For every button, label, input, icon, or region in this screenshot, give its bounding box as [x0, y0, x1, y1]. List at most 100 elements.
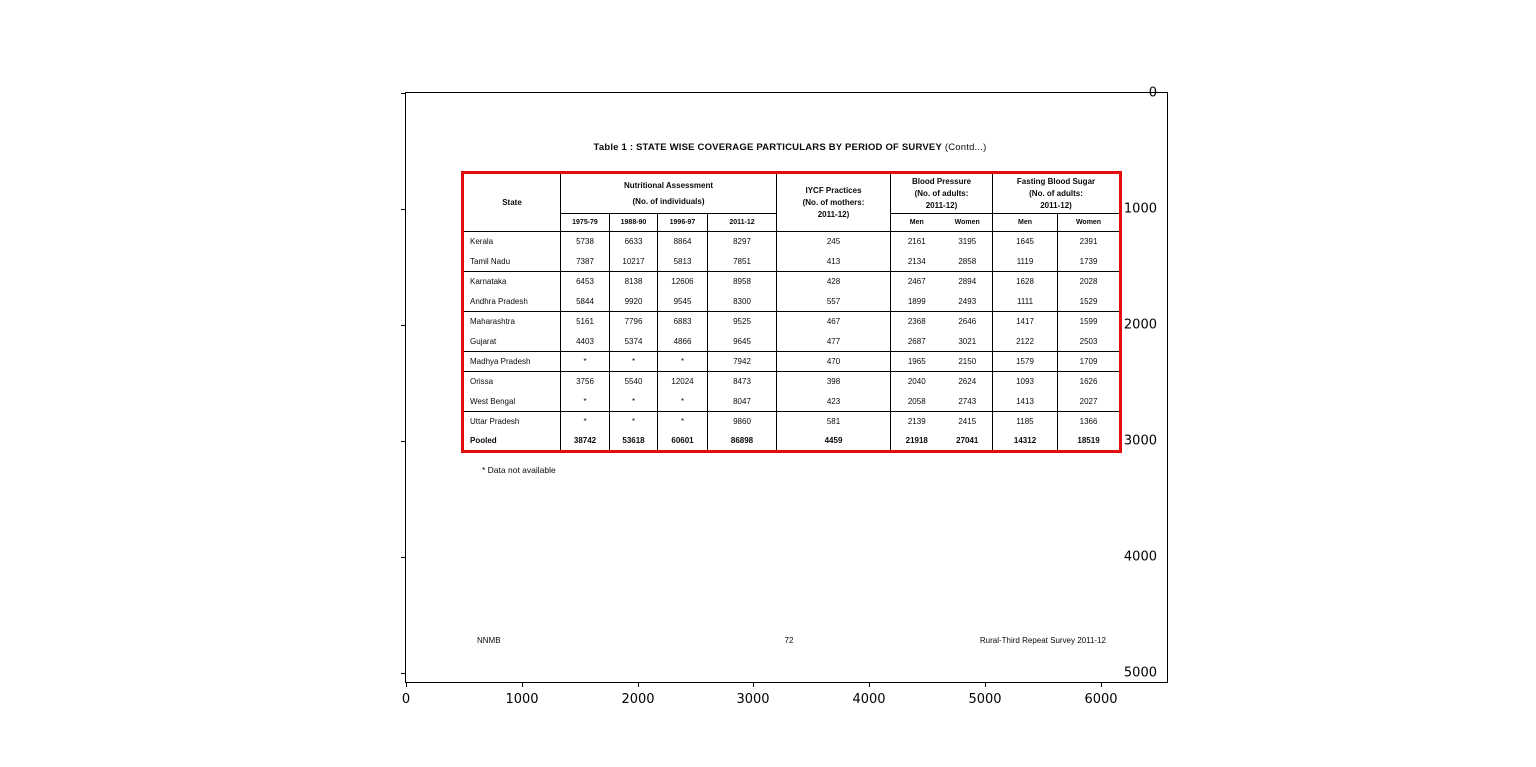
value-cell: 1413: [992, 391, 1059, 412]
value-cell: 5844: [560, 291, 610, 312]
header-fbs-line3: 2011-12): [1040, 200, 1072, 210]
coverage-table-body: Kerala 5738 6633 8864 8297 245 2161 3195 1645 239…: [462, 231, 1122, 452]
table-row: Karnataka 6453 8138 12606 8958 428 2467 2894 162…: [462, 271, 1122, 292]
value-cell: 8958: [707, 271, 777, 292]
state-cell: Orissa: [462, 371, 561, 392]
value-cell: 21918: [890, 431, 943, 452]
value-cell: 3195: [942, 231, 994, 252]
y-tick-mark: [401, 673, 406, 674]
value-cell: 5738: [560, 231, 610, 252]
value-cell: *: [609, 391, 658, 412]
value-cell: 9545: [657, 291, 708, 312]
value-cell: 1579: [992, 351, 1059, 372]
header-bp-line3: 2011-12): [925, 200, 958, 210]
x-axis-tick-label: 5000: [968, 692, 1002, 707]
value-cell: 1366: [1057, 411, 1122, 432]
page-title: Table 1 : STATE WISE COVERAGE PARTICULAR…: [461, 142, 1119, 153]
header-state: State: [462, 172, 561, 232]
header-fasting-blood-sugar: Fasting Blood Sugar (No. of adults: 2011…: [992, 172, 1122, 214]
value-cell: 86898: [707, 431, 777, 452]
value-cell: 8138: [609, 271, 658, 292]
value-cell: *: [560, 351, 610, 372]
value-cell: 5374: [609, 331, 658, 352]
value-cell: 2415: [942, 411, 994, 432]
value-cell: 5813: [657, 251, 708, 272]
value-cell: 14312: [992, 431, 1059, 452]
table-row: Uttar Pradesh * * * 9860 581 2139 2415 1185 1366: [462, 411, 1122, 432]
header-na-line1: Nutritional Assessment: [623, 180, 714, 190]
y-tick-mark: [401, 325, 406, 326]
header-iycf-line1: IYCF Practices: [805, 185, 862, 195]
header-iycf: IYCF Practices (No. of mothers: 2011-12): [776, 172, 891, 232]
value-cell: 2139: [890, 411, 943, 432]
x-axis-tick-label: 2000: [621, 692, 655, 707]
state-cell: Uttar Pradesh: [462, 411, 561, 432]
value-cell: 60601: [657, 431, 708, 452]
value-cell: 1119: [992, 251, 1059, 272]
value-cell: 2040: [890, 371, 943, 392]
footer-page-number: 72: [784, 636, 794, 645]
footer-org: NNMB: [477, 636, 501, 645]
table-row: Gujarat 4403 5374 4866 9645 477 2687 3021 2122 25…: [462, 331, 1122, 352]
value-cell: 2503: [1057, 331, 1122, 352]
value-cell: *: [560, 411, 610, 432]
value-cell: 557: [776, 291, 891, 312]
value-cell: 12024: [657, 371, 708, 392]
table-row: Andhra Pradesh 5844 9920 9545 8300 557 1899 249…: [462, 291, 1122, 312]
value-cell: 9860: [707, 411, 777, 432]
header-blood-pressure: Blood Pressure (No. of adults: 2011-12): [889, 172, 994, 214]
x-tick-mark: [406, 682, 407, 687]
value-cell: 1739: [1057, 251, 1122, 272]
value-cell: 428: [776, 271, 891, 292]
value-cell: 2467: [890, 271, 943, 292]
value-cell: 3756: [560, 371, 610, 392]
value-cell: 4459: [776, 431, 891, 452]
value-cell: 1899: [890, 291, 943, 312]
value-cell: 2122: [992, 331, 1059, 352]
x-axis-tick-label: 3000: [736, 692, 770, 707]
table-row: Kerala 5738 6633 8864 8297 245 2161 3195 1645 239…: [462, 231, 1122, 252]
value-cell: 1599: [1057, 311, 1122, 332]
header-fbs-line2: (No. of adults:: [1029, 188, 1083, 198]
value-cell: 18519: [1057, 431, 1122, 452]
value-cell: 1417: [992, 311, 1059, 332]
value-cell: 581: [776, 411, 891, 432]
value-cell: 9920: [609, 291, 658, 312]
y-tick-mark: [401, 209, 406, 210]
value-cell: 1628: [992, 271, 1059, 292]
value-cell: 1709: [1057, 351, 1122, 372]
value-cell: 3021: [942, 331, 994, 352]
header-bp-men: Men: [890, 213, 943, 232]
y-axis-tick-label: 3000: [1123, 433, 1157, 449]
x-axis-tick-label: 4000: [852, 692, 886, 707]
state-cell: Kerala: [462, 231, 561, 252]
footnote: * Data not available: [482, 465, 556, 475]
value-cell: 1626: [1057, 371, 1122, 392]
value-cell: 2058: [890, 391, 943, 412]
table-row: Madhya Pradesh * * * 7942 470 1965 2150 1579 1709: [462, 351, 1122, 372]
value-cell: 2894: [942, 271, 994, 292]
value-cell: 2858: [942, 251, 994, 272]
value-cell: 5540: [609, 371, 658, 392]
y-axis-tick-label: 5000: [1123, 665, 1157, 681]
header-fbs-men: Men: [992, 213, 1059, 232]
value-cell: 1093: [992, 371, 1059, 392]
coverage-table: State Nutritional Assessment (No. of ind…: [461, 171, 1123, 453]
x-tick-mark: [985, 682, 986, 687]
value-cell: 2161: [890, 231, 943, 252]
footer-survey-name: Rural-Third Repeat Survey 2011-12: [979, 636, 1106, 645]
header-nutritional-assessment: Nutritional Assessment (No. of individua…: [560, 172, 777, 214]
header-na-line2: (No. of individuals): [632, 196, 705, 206]
x-tick-mark: [638, 682, 639, 687]
value-cell: 53618: [609, 431, 658, 452]
table-row: West Bengal * * * 8047 423 2058 2743 1413 2027: [462, 391, 1122, 412]
value-cell: 2646: [942, 311, 994, 332]
header-year-1975-79: 1975-79: [560, 213, 610, 232]
value-cell: 2687: [890, 331, 943, 352]
x-tick-mark: [522, 682, 523, 687]
x-axis-tick-label: 1000: [505, 692, 539, 707]
x-axis-tick-label: 6000: [1084, 692, 1118, 707]
header-year-2011-12: 2011-12: [707, 213, 777, 232]
value-cell: 8300: [707, 291, 777, 312]
